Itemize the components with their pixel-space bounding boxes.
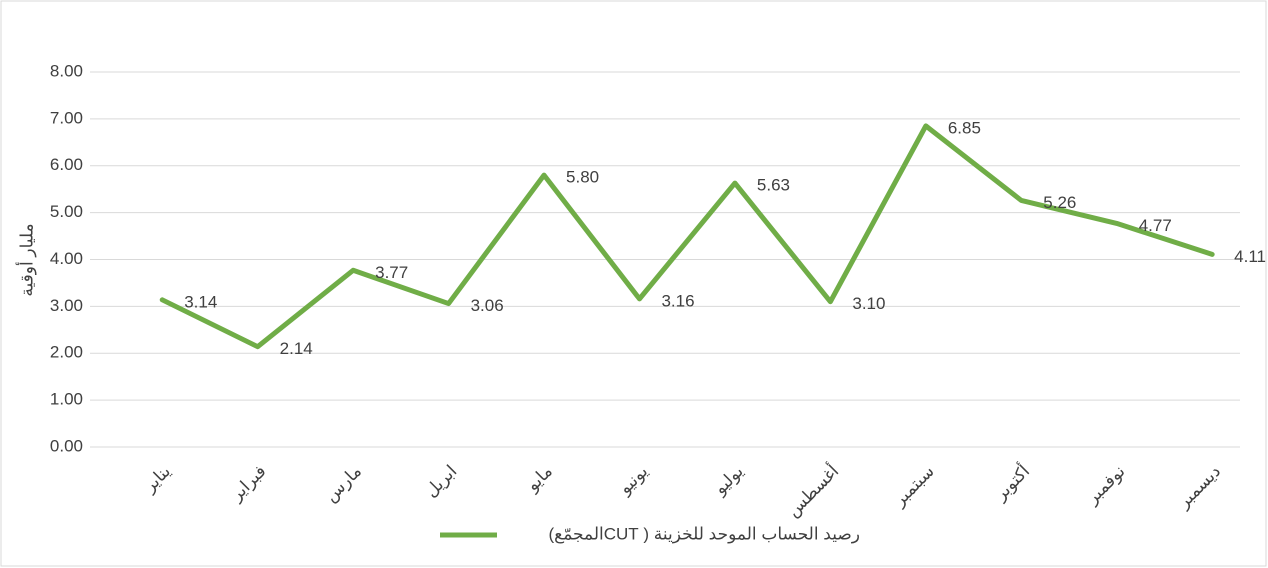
data-label: 2.14: [280, 339, 313, 358]
data-label: 3.14: [184, 292, 217, 311]
data-label: 3.10: [852, 294, 885, 313]
data-label: 3.16: [661, 291, 694, 310]
data-label: 5.26: [1043, 193, 1076, 212]
data-label: 3.77: [375, 263, 408, 282]
line-series: [159, 123, 1215, 350]
y-tick-label: 3.00: [50, 296, 83, 315]
data-label: 5.63: [757, 176, 790, 195]
y-tick-label: 4.00: [50, 249, 83, 268]
y-tick-label: 8.00: [50, 61, 83, 80]
y-tick-label: 6.00: [50, 155, 83, 174]
data-label: 5.80: [566, 168, 599, 187]
data-label: 3.06: [471, 296, 504, 315]
y-axis-label: مليار أوقية: [15, 223, 36, 296]
data-label: 4.77: [1139, 216, 1172, 235]
data-label: 6.85: [948, 118, 981, 137]
y-tick-label: 0.00: [50, 436, 83, 455]
y-tick-label: 5.00: [50, 202, 83, 221]
y-tick-label: 2.00: [50, 343, 83, 362]
data-label: 4.11: [1234, 247, 1266, 266]
y-tick-label: 7.00: [50, 108, 83, 127]
legend-label: رصيد الحساب الموحد للخزينة ( CUTالمجمّع): [549, 524, 861, 544]
y-tick-label: 1.00: [50, 390, 83, 409]
